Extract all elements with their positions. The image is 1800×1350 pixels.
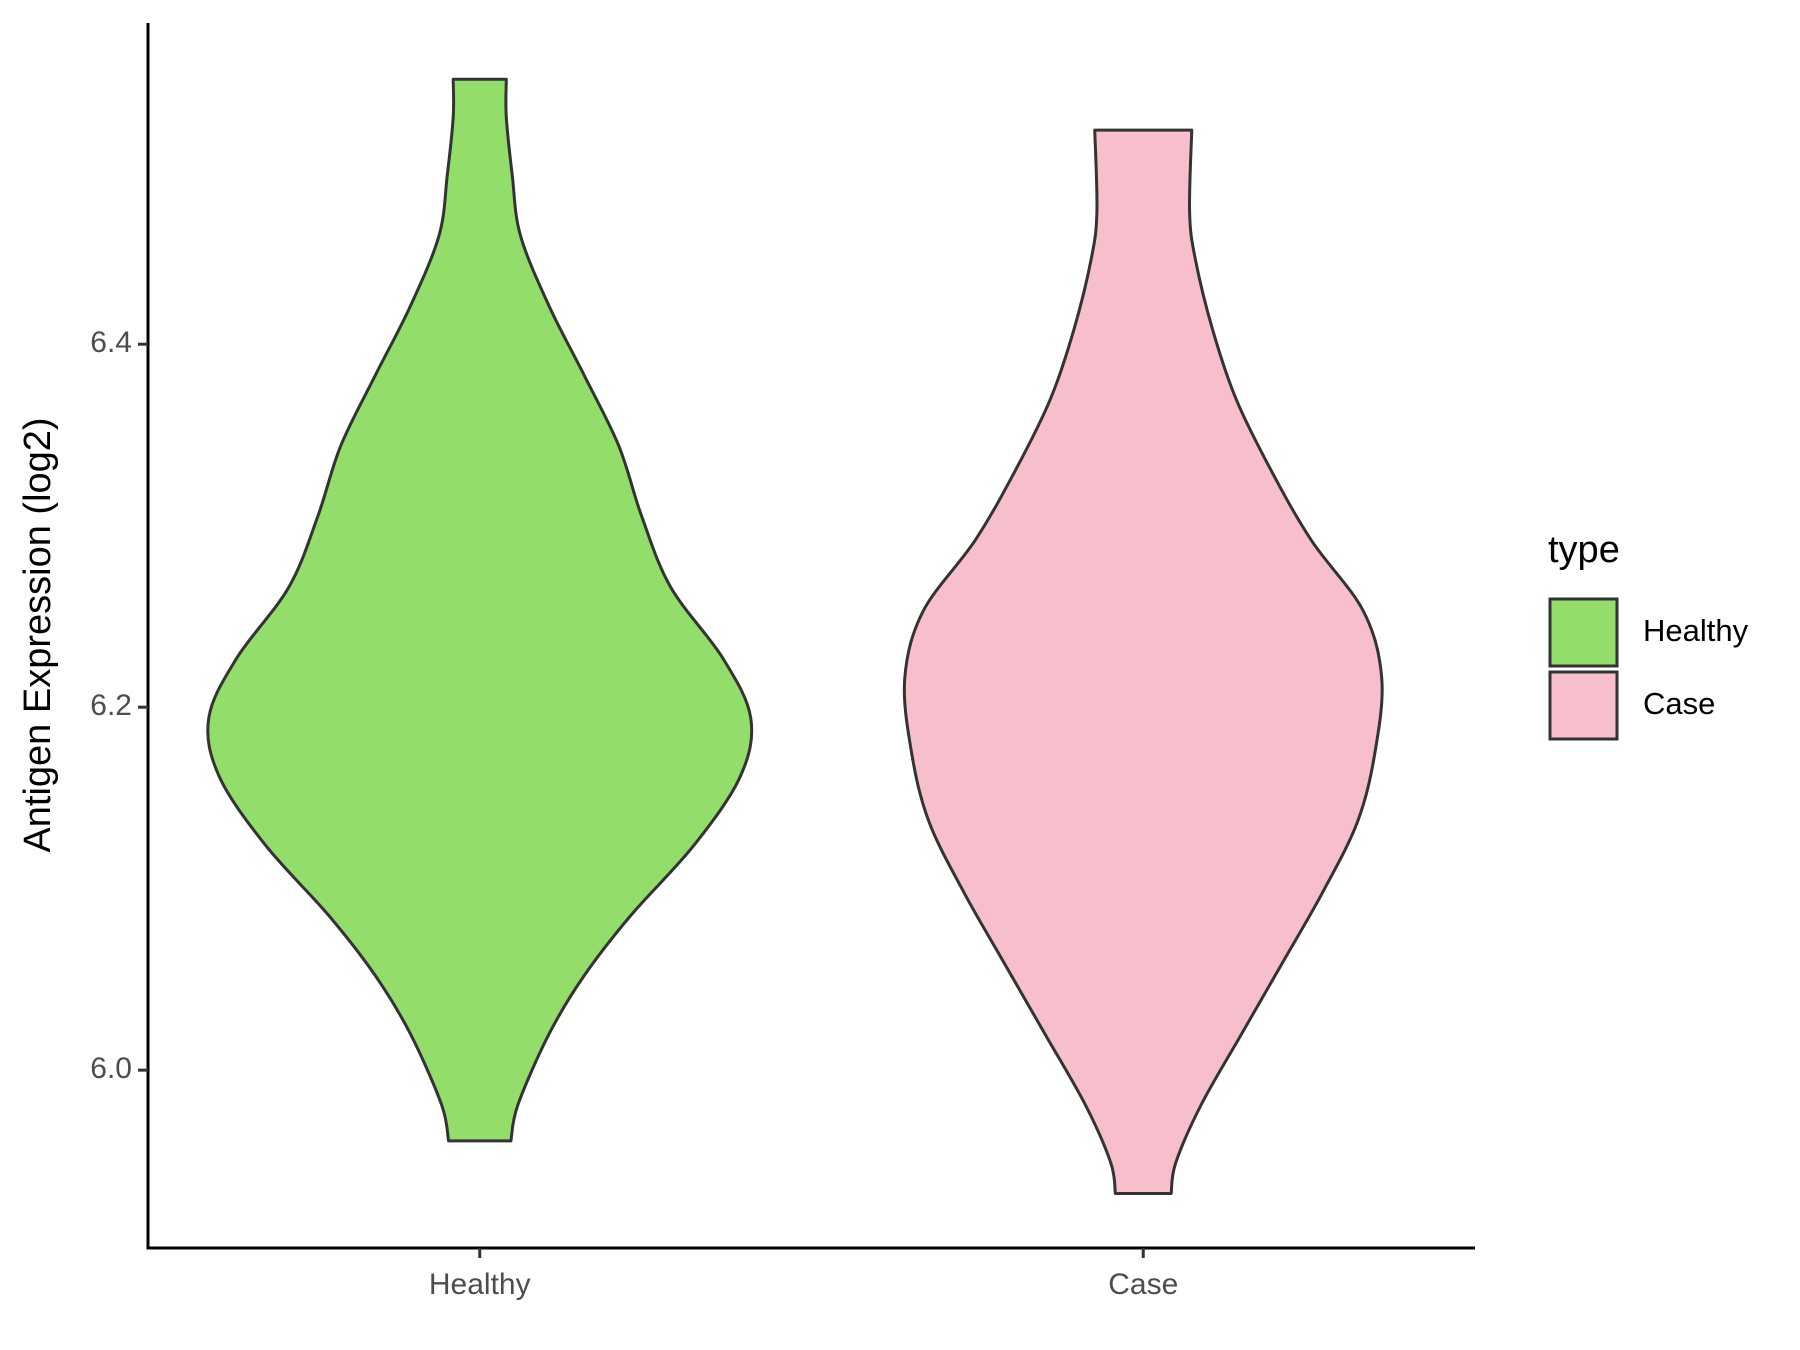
y-tick-label: 6.4: [90, 326, 132, 359]
legend-title: type: [1548, 529, 1620, 571]
legend-key: [1548, 670, 1619, 741]
x-tick-label: Healthy: [429, 1268, 531, 1301]
x-tick-label: Case: [1108, 1268, 1178, 1301]
legend-key: [1548, 597, 1619, 668]
legend-label: Case: [1643, 686, 1715, 721]
axis-line: [146, 23, 1475, 1250]
legend-label: Healthy: [1643, 613, 1749, 648]
y-tick-label: 6.2: [90, 689, 132, 722]
violin: [902, 128, 1384, 1196]
y-axis-title: Antigen Expression (log2): [17, 417, 59, 852]
violin: [206, 77, 754, 1143]
y-tick-label: 6.0: [90, 1052, 132, 1085]
